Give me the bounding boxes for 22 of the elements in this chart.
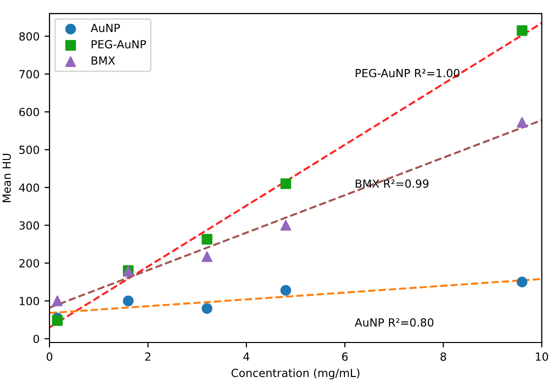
y-tick-label: 400 <box>19 183 40 192</box>
y-axis-title: Mean HU <box>2 154 11 202</box>
y-tick-label: 0 <box>33 334 40 344</box>
x-tick-label: 10 <box>536 352 548 361</box>
x-tick-label: 2 <box>145 352 150 361</box>
y-tick-label: 800 <box>19 32 40 41</box>
x-tick-label: 8 <box>440 352 446 361</box>
x-axis-title: Concentration (mg/mL) <box>232 368 360 380</box>
y-tick-label: 200 <box>19 259 40 268</box>
y-tick-label: 500 <box>19 146 40 154</box>
legend-label: AuNP <box>90 24 120 32</box>
legend-label: BMX <box>92 56 116 65</box>
y-tick-label: 100 <box>20 296 40 306</box>
annotation: AuNP R²=0.80 <box>354 318 434 327</box>
y-tick-label: 700 <box>19 70 40 78</box>
annotation: PEG-AuNP R²=1.00 <box>356 68 460 78</box>
x-tick-label: 6 <box>342 352 348 361</box>
legend-label: PEG-AuNP <box>92 40 146 48</box>
y-tick-label: 600 <box>19 108 40 116</box>
x-tick-label: 0 <box>46 352 52 361</box>
x-tick-label: 4 <box>243 352 250 361</box>
y-tick-label: 300 <box>19 221 40 230</box>
